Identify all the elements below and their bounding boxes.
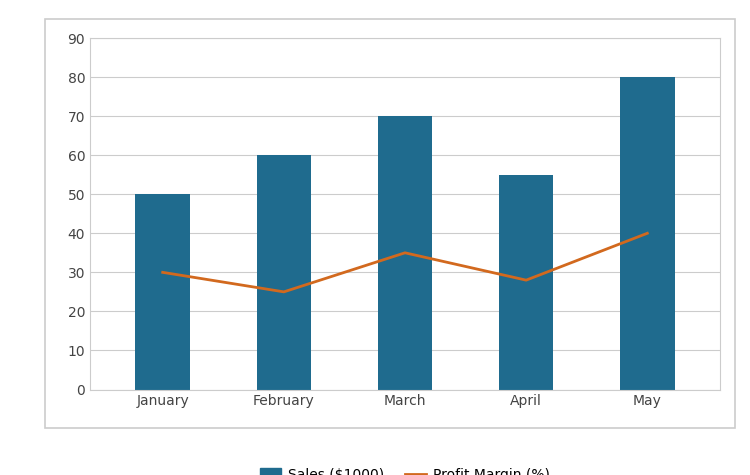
Bar bbox=[499, 175, 554, 390]
Bar bbox=[136, 194, 190, 390]
Bar bbox=[378, 116, 432, 389]
Bar bbox=[256, 155, 311, 390]
Legend: Sales ($1000), Profit Margin (%): Sales ($1000), Profit Margin (%) bbox=[255, 463, 555, 475]
Bar bbox=[620, 77, 674, 389]
